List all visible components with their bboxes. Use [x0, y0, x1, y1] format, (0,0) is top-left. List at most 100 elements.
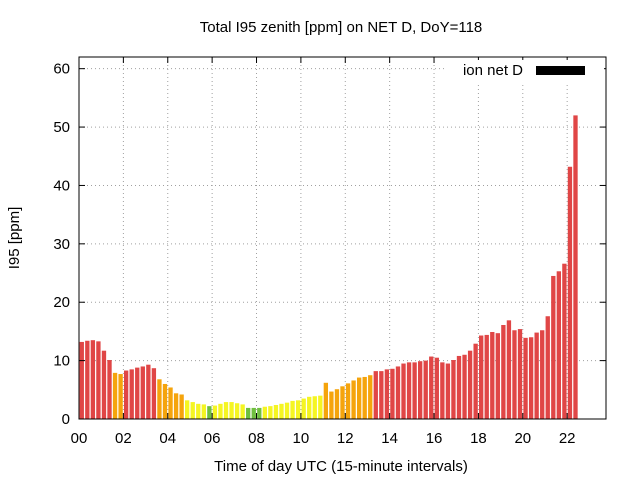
- bar-20: [190, 402, 195, 419]
- x-tick-label: 10: [293, 430, 310, 447]
- bar-8: [123, 370, 129, 419]
- bar-6: [112, 372, 118, 419]
- bar-78: [512, 330, 517, 419]
- bar-1: [85, 340, 90, 419]
- bar-16: [168, 387, 173, 419]
- bar-69: [462, 354, 467, 419]
- bar-39: [295, 400, 301, 419]
- bar-86: [556, 271, 562, 419]
- bar-40: [301, 398, 306, 419]
- x-tick-label: 20: [514, 430, 531, 447]
- x-tick-label: 06: [204, 430, 221, 447]
- bar-32: [257, 407, 262, 419]
- bar-13: [151, 368, 157, 419]
- plot-frame: [78, 56, 607, 420]
- bar-35: [273, 404, 279, 419]
- legend: ion net D: [446, 60, 604, 82]
- bar-15: [162, 383, 168, 419]
- bar-44: [323, 382, 329, 419]
- bar-79: [517, 329, 523, 419]
- bar-56: [390, 368, 395, 419]
- bar-33: [262, 406, 267, 419]
- y-tick-label: 20: [53, 294, 70, 311]
- bar-84: [545, 316, 550, 419]
- bar-31: [251, 407, 256, 419]
- bar-82: [534, 332, 539, 419]
- bar-57: [395, 366, 401, 419]
- bar-63: [429, 356, 434, 419]
- bar-27: [229, 402, 234, 419]
- y-tick-label: 50: [53, 119, 70, 136]
- bar-22: [201, 404, 206, 419]
- bar-71: [473, 343, 478, 419]
- bar-52: [368, 375, 373, 419]
- bar-0: [79, 341, 84, 419]
- bar-54: [379, 371, 384, 419]
- bar-45: [329, 391, 334, 419]
- bar-48: [345, 383, 351, 419]
- bar-10: [135, 367, 140, 419]
- bar-21: [196, 403, 201, 419]
- y-tick-label: 10: [53, 353, 70, 370]
- y-tick-label: 30: [53, 236, 70, 253]
- bar-64: [434, 357, 439, 419]
- bar-3: [96, 341, 101, 419]
- bar-75: [495, 333, 500, 419]
- bar-66: [445, 363, 451, 419]
- bar-34: [268, 406, 273, 419]
- bar-28: [234, 403, 240, 419]
- bar-73: [484, 334, 489, 419]
- bar-85: [551, 275, 556, 419]
- bar-55: [384, 369, 390, 419]
- bar-9: [129, 369, 134, 419]
- x-tick-label: 02: [115, 430, 132, 447]
- bar-2: [90, 340, 96, 419]
- bar-49: [351, 380, 356, 419]
- legend-label: ion net D: [463, 62, 523, 79]
- bar-14: [157, 379, 162, 419]
- axis-ticks: 0 10 20 30 40 50 60 00 02 04 06 08 10 12 14 16 18 20 22: [53, 57, 606, 447]
- x-tick-label: 18: [470, 430, 487, 447]
- bar-12: [146, 364, 151, 419]
- bar-37: [284, 402, 290, 419]
- bar-38: [290, 400, 295, 419]
- bar-89: [573, 115, 578, 419]
- bar-26: [223, 402, 229, 419]
- x-axis-label: Time of day UTC (15-minute intervals): [214, 458, 468, 475]
- x-tick-label: 12: [337, 430, 354, 447]
- bar-83: [540, 330, 545, 419]
- bar-29: [240, 404, 245, 419]
- bar-62: [423, 360, 428, 419]
- bar-23: [207, 406, 212, 419]
- bar-59: [406, 362, 412, 419]
- bar-77: [506, 320, 512, 419]
- bar-58: [401, 363, 406, 419]
- bar-4: [101, 350, 107, 419]
- bar-60: [412, 362, 417, 419]
- x-tick-label: 14: [381, 430, 398, 447]
- bar-17: [173, 393, 179, 419]
- y-tick-label: 60: [53, 61, 70, 78]
- legend-box: [446, 60, 604, 82]
- bar-80: [523, 337, 528, 419]
- bar-41: [307, 396, 312, 419]
- x-tick-label: 08: [248, 430, 265, 447]
- bar-68: [456, 355, 462, 419]
- bar-24: [212, 405, 218, 419]
- bar-87: [562, 263, 567, 419]
- bar-61: [418, 361, 423, 419]
- bar-25: [218, 403, 223, 419]
- bar-70: [467, 350, 473, 419]
- legend-swatch: [536, 66, 585, 75]
- bar-65: [440, 362, 445, 419]
- bar-88: [567, 166, 573, 419]
- y-tick-label: 40: [53, 177, 70, 194]
- bar-5: [107, 360, 112, 419]
- bar-36: [279, 403, 284, 419]
- bar-81: [528, 337, 534, 419]
- bar-74: [490, 332, 495, 419]
- grid-lines: [79, 57, 606, 419]
- bar-51: [362, 376, 367, 419]
- bar-18: [179, 394, 184, 419]
- x-tick-label: 22: [559, 430, 576, 447]
